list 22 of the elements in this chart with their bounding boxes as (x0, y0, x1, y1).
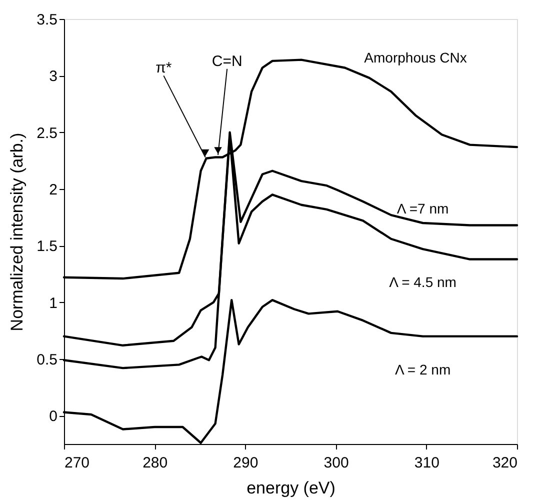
series-label: Amorphous CNx (364, 50, 467, 66)
y-tick-label: 2.5 (36, 124, 58, 142)
x-tick-label: 310 (414, 454, 440, 472)
y-tick-label: 1.5 (36, 238, 58, 256)
x-tick-label: 280 (142, 454, 168, 472)
series-label: Λ =7 nm (396, 200, 449, 216)
series-label: Λ = 2 nm (394, 361, 451, 378)
y-tick-label: 0 (49, 408, 58, 426)
annotation: C=N (212, 52, 242, 70)
series-label: Λ = 4.5 nm (389, 274, 456, 290)
x-tick-label: 300 (324, 454, 349, 472)
annotation: π* (156, 60, 172, 77)
y-tick-label: 1 (49, 294, 58, 312)
y-tick-label: 3.5 (36, 12, 58, 28)
x-tick-label: 290 (233, 454, 258, 472)
y-tick-label: 2 (49, 182, 58, 198)
y-tick-label: 0.5 (36, 352, 58, 368)
y-tick-label: 3 (49, 68, 58, 86)
x-tick-label: 270 (64, 454, 90, 472)
y-axis-title: Normalized intensity (arb.) (8, 132, 27, 332)
x-axis-title: energy (eV) (246, 478, 336, 498)
x-tick-label: 320 (492, 454, 518, 472)
